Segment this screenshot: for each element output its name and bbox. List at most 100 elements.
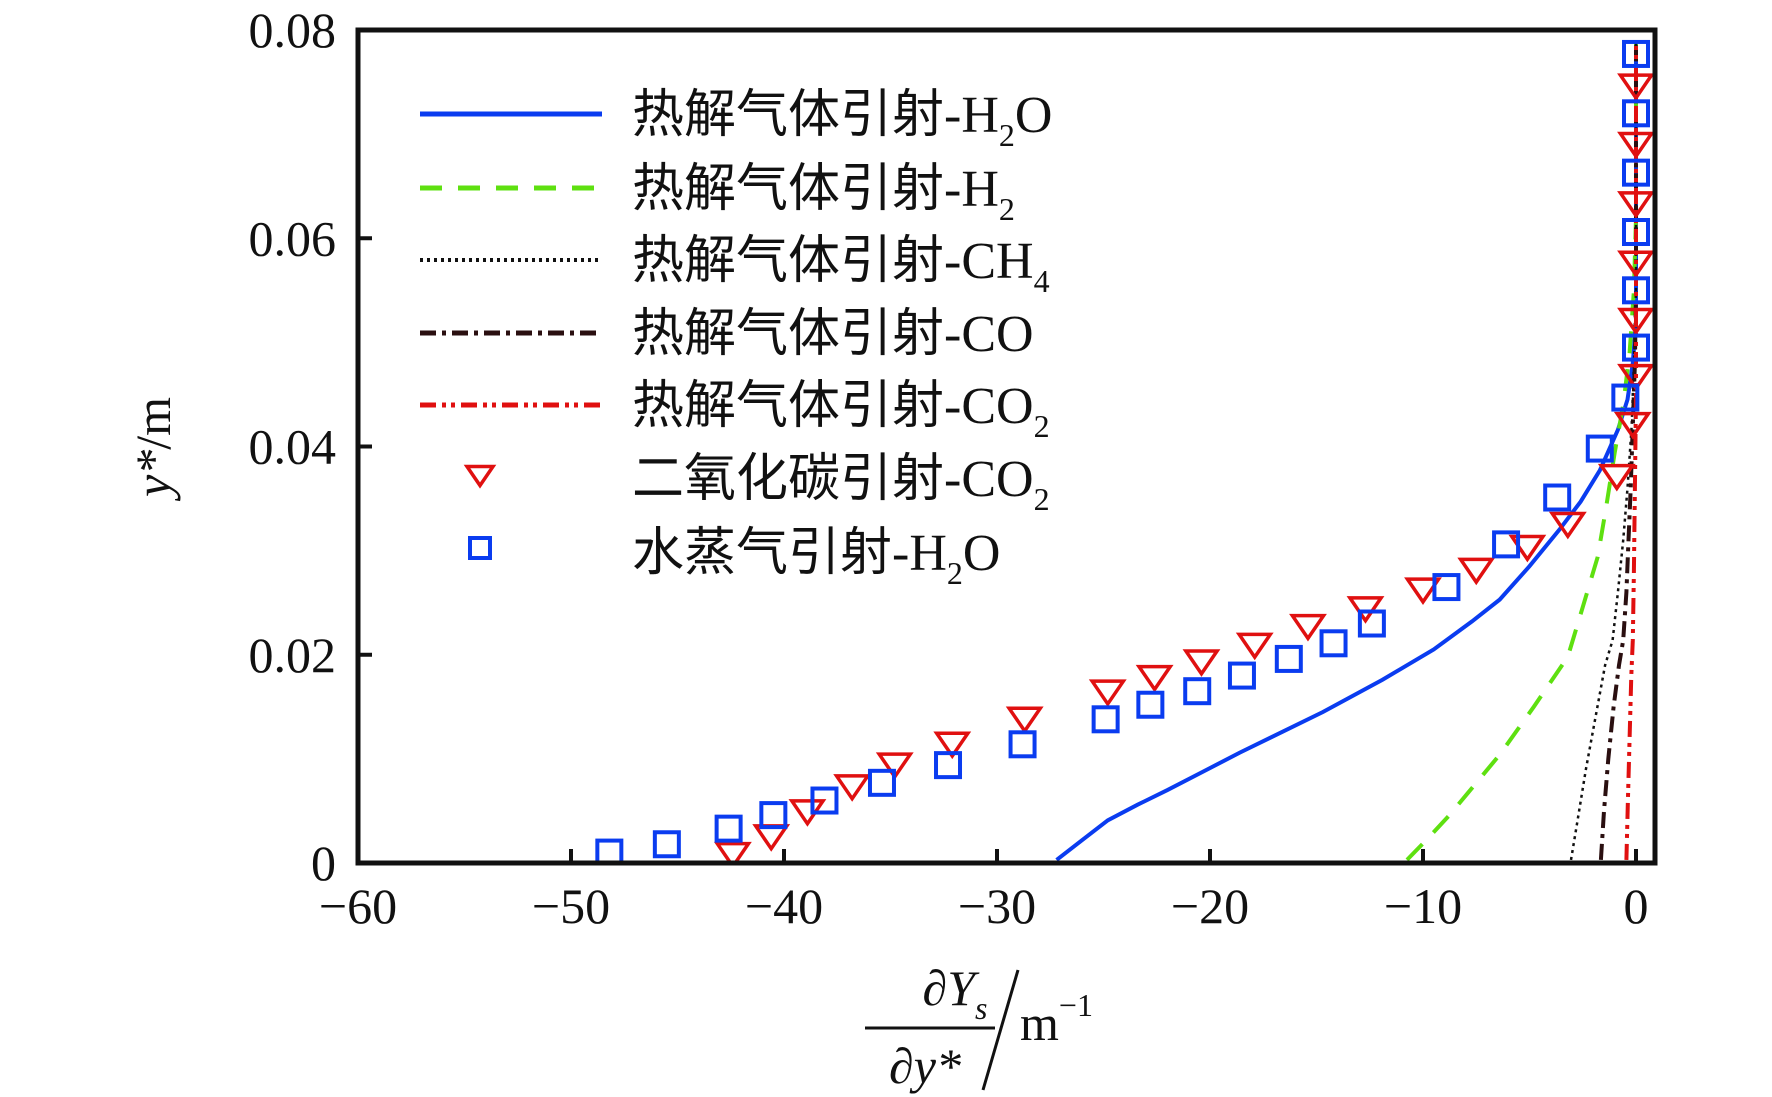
x-tick-label: −60: [319, 878, 397, 934]
data-point-square: [1622, 333, 1650, 362]
series-line: [1569, 40, 1638, 861]
legend-item: 热解气体引射-H2: [420, 161, 1015, 227]
data-point-triangle: [875, 752, 914, 780]
data-point-square: [1274, 644, 1303, 673]
x-axis-label: ∂Ys ∂y* m−1: [865, 960, 1093, 1094]
y-tick-label: 0.06: [249, 210, 337, 266]
data-point-square: [1136, 690, 1165, 719]
legend-label: 热解气体引射-H2: [632, 161, 1015, 227]
legend-label: 热解气体引射-CH4: [632, 233, 1050, 299]
data-point-triangle: [1617, 73, 1655, 102]
y-tick-label: 0.04: [249, 419, 337, 475]
data-point-triangle: [1597, 463, 1636, 492]
series-0: [1055, 40, 1638, 862]
legend-item: 二氧化碳引射-CO2: [463, 451, 1050, 517]
series-4: [1624, 40, 1638, 860]
data-point-triangle: [1457, 557, 1496, 586]
data-point-triangle: [713, 841, 752, 865]
data-point-square: [1227, 661, 1256, 690]
legend-item: 热解气体引射-CH4: [420, 233, 1050, 299]
legend-label: 热解气体引射-CO: [632, 306, 1034, 363]
data-point-square: [1008, 730, 1037, 759]
data-point-triangle: [1346, 596, 1385, 624]
data-point-triangle: [463, 464, 497, 489]
series-2: [1569, 40, 1638, 861]
data-point-triangle: [752, 824, 791, 852]
series-line: [1055, 40, 1638, 862]
data-point-square: [1183, 677, 1212, 706]
y-axis-label-unit: /m: [125, 397, 181, 450]
data-point-square: [1622, 99, 1650, 128]
data-point-triangle: [1235, 632, 1274, 661]
x-tick-label: −10: [1384, 878, 1462, 934]
legend-label: 热解气体引射-CO2: [632, 378, 1050, 444]
y-tick-label: 0: [311, 835, 336, 891]
data-point-square: [714, 814, 743, 843]
legend-label: 二氧化碳引射-CO2: [632, 451, 1050, 517]
data-point-square: [652, 830, 681, 859]
data-point-square: [934, 751, 963, 780]
data-point-square: [1622, 39, 1650, 68]
series-line: [1405, 40, 1638, 862]
x-tick-label: −50: [532, 878, 610, 934]
data-point-triangle: [1617, 363, 1655, 392]
x-axis-label-numerator: ∂Ys: [923, 960, 988, 1026]
data-point-square: [1622, 158, 1650, 187]
data-point-triangle: [933, 731, 972, 760]
data-point-triangle: [1617, 191, 1655, 219]
data-point-square: [1357, 609, 1386, 638]
x-axis-label-slash: [981, 969, 1020, 1091]
data-point-square: [1432, 573, 1461, 602]
data-point-square: [1319, 629, 1348, 658]
data-point-square: [759, 801, 788, 830]
data-point-triangle: [1404, 577, 1442, 606]
legend-item: 水蒸气引射-H2O: [468, 525, 1000, 591]
series-layer: [595, 39, 1655, 865]
data-point-triangle: [833, 774, 872, 802]
series-line: [1624, 40, 1638, 860]
data-point-triangle: [1548, 511, 1587, 540]
x-tick-label: −30: [958, 878, 1036, 934]
data-point-square: [1543, 483, 1572, 512]
series-line: [1598, 40, 1638, 861]
svg-text:y*/m: y*/m: [125, 397, 181, 502]
data-point-triangle: [1135, 664, 1174, 693]
legend-label: 热解气体引射-H2O: [632, 87, 1052, 153]
axis-ticks: −60 −50 −40 −30 −20 −10 0 0 0.02 0.04 0.06 0.08: [249, 2, 1649, 934]
data-point-square: [1091, 705, 1120, 734]
legend-item: 热解气体引射-H2O: [420, 87, 1052, 153]
y-tick-label: 0.02: [249, 627, 337, 683]
x-tick-label: −40: [745, 878, 823, 934]
data-point-square: [810, 786, 839, 815]
x-tick-label: 0: [1624, 878, 1649, 934]
legend-item: 热解气体引射-CO: [420, 306, 1034, 363]
y-axis-label: y*/m: [125, 397, 181, 502]
data-point-square: [1585, 434, 1614, 463]
legend-item: 热解气体引射-CO2: [420, 378, 1050, 444]
data-point-square: [1622, 218, 1650, 247]
legend-swatch: [468, 536, 492, 560]
y-tick-label: 0.08: [249, 2, 337, 58]
data-point-square: [468, 536, 492, 560]
data-point-square: [1492, 530, 1521, 559]
data-point-square: [1611, 383, 1640, 412]
x-axis-label-unit: m−1: [1020, 987, 1093, 1051]
data-point-triangle: [1182, 649, 1221, 677]
legend-swatch: [463, 464, 497, 489]
data-point-triangle: [1613, 411, 1652, 440]
plot-frame: [355, 27, 1658, 866]
x-axis-label-denominator: ∂y*: [889, 1038, 961, 1094]
data-point-triangle: [1617, 307, 1655, 336]
x-tick-label: −20: [1171, 878, 1249, 934]
data-point-square: [867, 768, 896, 797]
data-point-triangle: [1617, 131, 1655, 160]
series-1: [1405, 40, 1638, 862]
legend-label: 水蒸气引射-H2O: [632, 525, 1000, 591]
y-axis-label-var: y*: [125, 450, 181, 502]
data-point-triangle: [1617, 250, 1655, 279]
data-point-square: [1622, 276, 1650, 305]
series-3: [1598, 40, 1638, 861]
data-point-triangle: [1088, 679, 1127, 708]
